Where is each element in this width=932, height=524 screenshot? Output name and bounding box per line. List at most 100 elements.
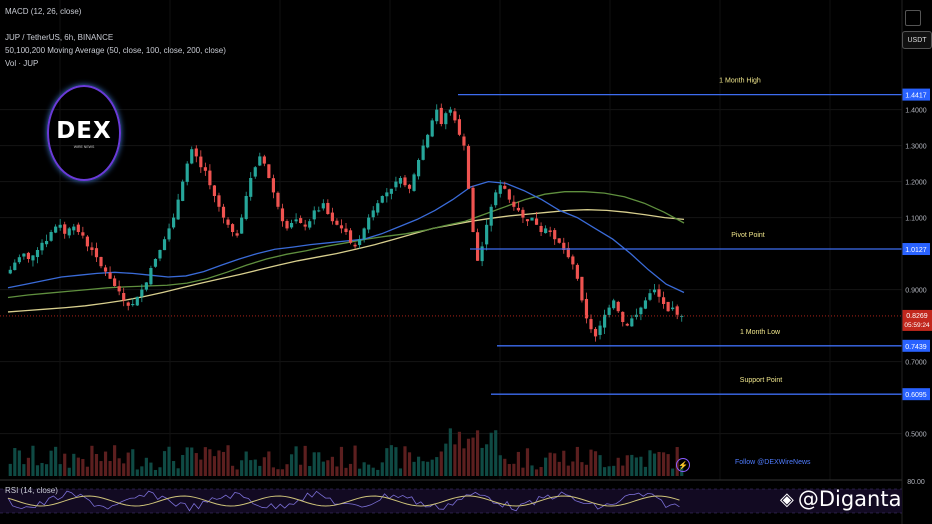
volume-bar [562, 450, 566, 476]
candle [167, 228, 171, 240]
countdown-label: 05:59:24 [904, 322, 930, 329]
volume-bar [49, 450, 53, 476]
volume-bar [648, 450, 652, 476]
candle [598, 325, 602, 335]
candle [575, 264, 579, 279]
candle [235, 233, 239, 236]
candle [603, 314, 607, 328]
volume-bar [639, 456, 643, 476]
candle [475, 232, 480, 261]
candle [344, 228, 348, 232]
volume-bar [621, 465, 625, 476]
level-label: Support Point [740, 377, 782, 384]
volume-bar [167, 446, 171, 476]
candle [539, 225, 543, 232]
candle [580, 276, 584, 301]
ma-indicator-label[interactable]: 50,100,200 Moving Average (50, close, 10… [5, 46, 226, 55]
volume-bar [539, 467, 543, 476]
candle [430, 120, 434, 137]
volume-bar [135, 469, 139, 476]
candle [35, 250, 40, 258]
volume-bar [584, 464, 589, 476]
level-price-tag [902, 88, 930, 101]
candle [258, 156, 262, 166]
volume-bar [398, 468, 403, 476]
candle [666, 301, 670, 312]
candle [190, 149, 194, 164]
settings-icon[interactable] [905, 10, 921, 26]
candle [643, 300, 648, 309]
volume-bar [249, 460, 253, 476]
candle [158, 250, 162, 259]
candle [507, 189, 511, 200]
candle [144, 282, 148, 290]
candle [403, 177, 407, 186]
candle [521, 209, 525, 218]
candle [194, 148, 198, 157]
volume-bar [385, 448, 389, 476]
macd-indicator-label[interactable]: MACD (12, 26, close) [5, 7, 82, 16]
candle [303, 224, 307, 227]
volume-bar [172, 461, 176, 476]
volume-bar [90, 445, 94, 476]
price-levels: 1 Month High 1.4417 Pivot Point 1.0127 1 Mon… [0, 78, 932, 401]
candle [548, 230, 552, 232]
level-price-label: 0.7439 [905, 344, 927, 351]
volume-bar [616, 457, 620, 476]
candle [380, 196, 384, 203]
candle [230, 224, 235, 232]
candle [117, 286, 121, 292]
candle [54, 226, 58, 233]
volume-bar [149, 462, 153, 476]
diamond-icon: ◈ [780, 488, 794, 510]
candle [503, 185, 507, 189]
rsi-indicator-label[interactable]: RSI (14, close) [5, 486, 58, 495]
volume-bar [462, 448, 466, 476]
volume-bar [607, 466, 611, 476]
candle [13, 262, 17, 271]
candle [58, 224, 62, 228]
currency-badge[interactable]: USDT [902, 31, 932, 49]
candle [412, 174, 416, 191]
volume-bar [598, 455, 602, 476]
candle [471, 187, 475, 232]
volume-bar [643, 466, 648, 476]
candle [525, 219, 530, 222]
volume-bar [475, 430, 480, 476]
candle [289, 223, 294, 228]
volume-bar [226, 445, 230, 476]
volume-bar [430, 459, 434, 476]
volume-bar [530, 465, 534, 476]
lightning-icon[interactable]: ⚡ [676, 458, 690, 472]
volume-bar [8, 463, 12, 476]
candle [589, 319, 593, 330]
candle [149, 268, 153, 285]
volume-bar [557, 461, 561, 476]
candle [312, 210, 316, 220]
candle [271, 178, 275, 193]
volume-bar [326, 460, 330, 476]
volume-bar [571, 461, 575, 476]
candle [494, 192, 498, 206]
pair-label[interactable]: JUP / TetherUS, 6h, BINANCE [5, 33, 114, 42]
volume-bar [244, 451, 248, 476]
volume-indicator-label[interactable]: Vol · JUP [5, 59, 39, 68]
candle [176, 199, 180, 220]
dex-logo: DEX WIRE NEWS [47, 85, 121, 181]
price-axis: 1.4000 1.3000 1.2000 1.1000 0.9000 0.7000 0.50… [901, 0, 927, 524]
volume-bar [612, 465, 616, 476]
y-tick-label: 0.9000 [905, 288, 927, 295]
y-tick-label: 0.7000 [905, 360, 927, 367]
level-price-tag [902, 339, 930, 352]
candle [67, 228, 71, 236]
candle [530, 217, 534, 221]
volume-bar [58, 464, 62, 476]
volume-bar [108, 461, 112, 476]
candle [652, 289, 657, 293]
y-tick-label: 0.5000 [905, 432, 927, 439]
volume-bar [358, 468, 362, 476]
candle [99, 256, 103, 267]
candle [444, 113, 448, 125]
candle [85, 236, 89, 247]
candle [212, 185, 217, 196]
